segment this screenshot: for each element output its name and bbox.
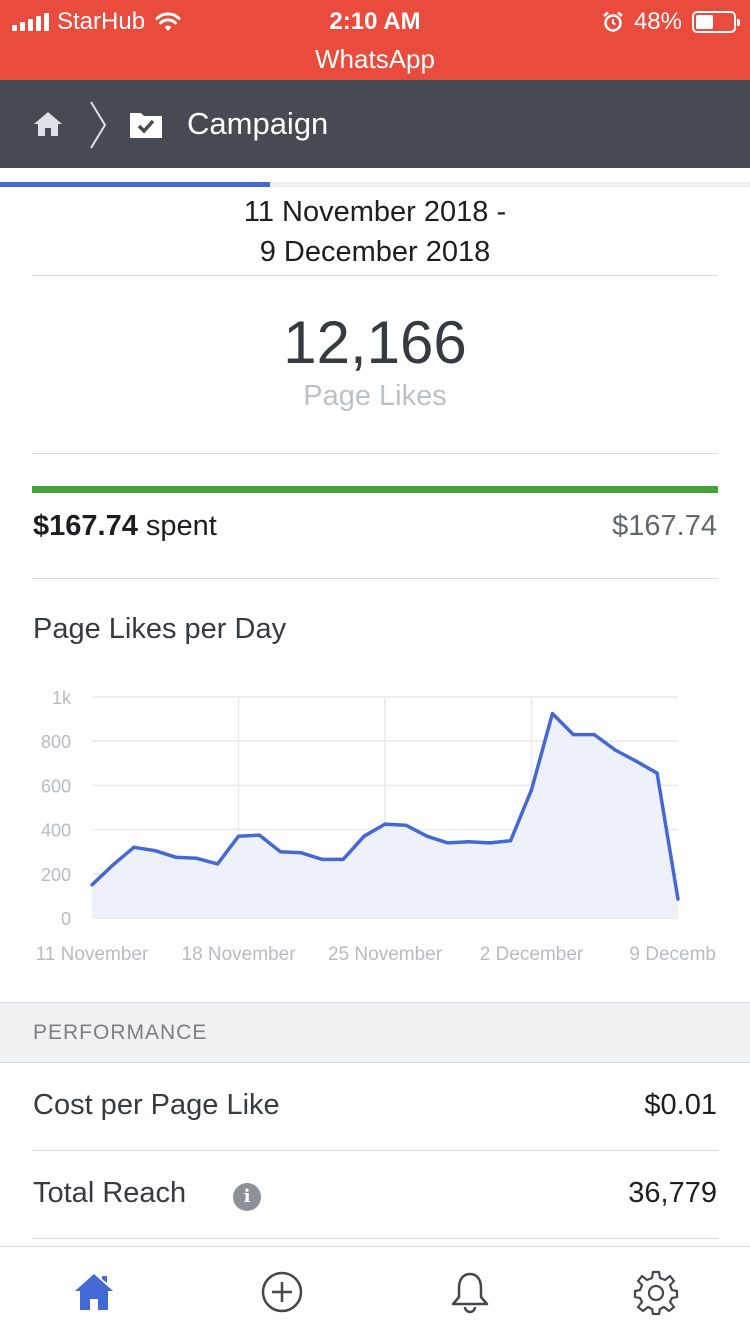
status-bar-left: StarHub	[12, 8, 181, 36]
carrier-name: StarHub	[57, 8, 146, 35]
battery-icon	[692, 11, 740, 33]
data-point	[236, 834, 241, 838]
x-tick-label: 18 November	[181, 944, 296, 965]
metric-label: Cost per Page Like	[33, 1089, 280, 1121]
data-point	[90, 883, 94, 887]
data-point	[174, 855, 178, 859]
budget-amount: $167.74	[612, 510, 717, 542]
divider	[32, 1150, 718, 1151]
divider	[32, 1238, 718, 1239]
y-tick-label: 1k	[52, 688, 72, 708]
data-point	[257, 833, 262, 837]
data-point	[320, 857, 324, 862]
date-range-end: 9 December 2018	[259, 236, 491, 268]
x-tick-label: 9 Decemb	[629, 944, 716, 965]
signal-icon	[12, 13, 49, 31]
divider	[32, 578, 718, 579]
y-tick-label: 800	[41, 732, 71, 752]
metric-value: 36,779	[628, 1177, 717, 1209]
data-point	[488, 841, 492, 845]
amount-spent-suffix: spent	[137, 510, 217, 542]
wifi-icon	[155, 12, 181, 31]
budget-spent-bar	[32, 486, 718, 493]
divider	[32, 453, 718, 454]
data-point	[383, 822, 387, 826]
data-point	[278, 850, 282, 854]
data-point	[634, 759, 638, 763]
divider	[32, 275, 718, 276]
amount-spent-value: $167.74	[33, 510, 138, 542]
notifications-icon[interactable]	[447, 1269, 493, 1315]
loading-progress-track	[0, 182, 750, 187]
data-point	[508, 839, 513, 843]
data-point	[550, 711, 555, 716]
data-point	[299, 851, 303, 855]
y-tick-label: 400	[41, 821, 71, 841]
result-label: Page Likes	[303, 380, 447, 412]
data-point	[362, 834, 366, 838]
result-value: 12,166	[283, 309, 467, 376]
home-icon[interactable]	[71, 1269, 117, 1315]
budget-spent-fill	[32, 486, 718, 493]
bottom-tab-bar	[0, 1246, 750, 1334]
navigation-bar: Campaign	[0, 80, 750, 168]
y-tick-label: 0	[61, 909, 71, 929]
chevron-right-icon	[90, 101, 107, 149]
series-area	[92, 713, 678, 918]
data-point	[613, 748, 617, 752]
y-tick-label: 600	[41, 776, 71, 796]
amount-spent: $167.74 spent	[33, 510, 217, 543]
x-tick-label: 2 December	[480, 944, 584, 965]
alarm-icon	[603, 11, 623, 32]
create-icon[interactable]	[259, 1269, 305, 1315]
status-time: 2:10 AM	[329, 8, 421, 35]
metric-value: $0.01	[644, 1089, 717, 1121]
data-point	[425, 834, 429, 838]
data-point	[446, 841, 450, 845]
campaign-folder-icon[interactable]	[128, 108, 164, 140]
battery-percent: 48%	[633, 8, 682, 35]
data-point	[341, 857, 345, 862]
data-point	[571, 732, 575, 737]
page-likes-chart: 0 200 400 600 800 1k 11 November 18 November 25 …	[36, 688, 716, 965]
x-tick-label: 11 November	[36, 944, 149, 965]
chart-title: Page Likes per Day	[33, 613, 287, 645]
metric-row-total-reach: Total Reach i 36,779	[0, 1151, 750, 1239]
loading-progress-fill	[0, 182, 270, 187]
return-to-app-banner[interactable]: WhatsApp	[315, 44, 435, 74]
y-tick-label: 200	[41, 865, 71, 885]
page-title: Campaign	[187, 106, 329, 141]
data-point	[404, 823, 408, 827]
performance-section-title: PERFORMANCE	[33, 1021, 208, 1044]
data-point	[215, 862, 220, 866]
data-point	[195, 856, 199, 860]
status-bar-right: 48%	[602, 8, 740, 36]
home-icon[interactable]	[32, 108, 64, 140]
status-bar: StarHub 2:10 AM WhatsApp 48%	[0, 0, 750, 80]
metric-label: Total Reach	[33, 1177, 187, 1209]
data-point	[153, 848, 157, 853]
settings-icon[interactable]	[633, 1269, 679, 1315]
data-point	[111, 863, 115, 867]
battery-level	[696, 15, 714, 29]
x-tick-label: 25 November	[328, 944, 443, 965]
performance-section-header: PERFORMANCE	[0, 1002, 750, 1063]
data-point	[529, 788, 534, 792]
date-range-start: 11 November 2018 -	[243, 196, 507, 228]
info-icon[interactable]: i	[233, 1183, 261, 1211]
data-point	[132, 845, 136, 849]
data-point	[676, 897, 680, 901]
data-point	[467, 840, 471, 844]
data-point	[592, 732, 596, 737]
data-point	[655, 771, 659, 775]
metric-row-cost-per-page-like: Cost per Page Like $0.01	[0, 1063, 750, 1151]
